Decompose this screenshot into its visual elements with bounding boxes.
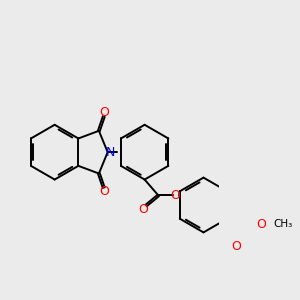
Text: O: O [171, 189, 181, 202]
Text: O: O [138, 203, 148, 216]
Text: CH₃: CH₃ [274, 219, 293, 229]
Text: N: N [106, 146, 115, 159]
Text: O: O [100, 185, 110, 198]
Text: O: O [256, 218, 266, 231]
Text: O: O [100, 106, 110, 119]
Text: O: O [231, 240, 241, 253]
